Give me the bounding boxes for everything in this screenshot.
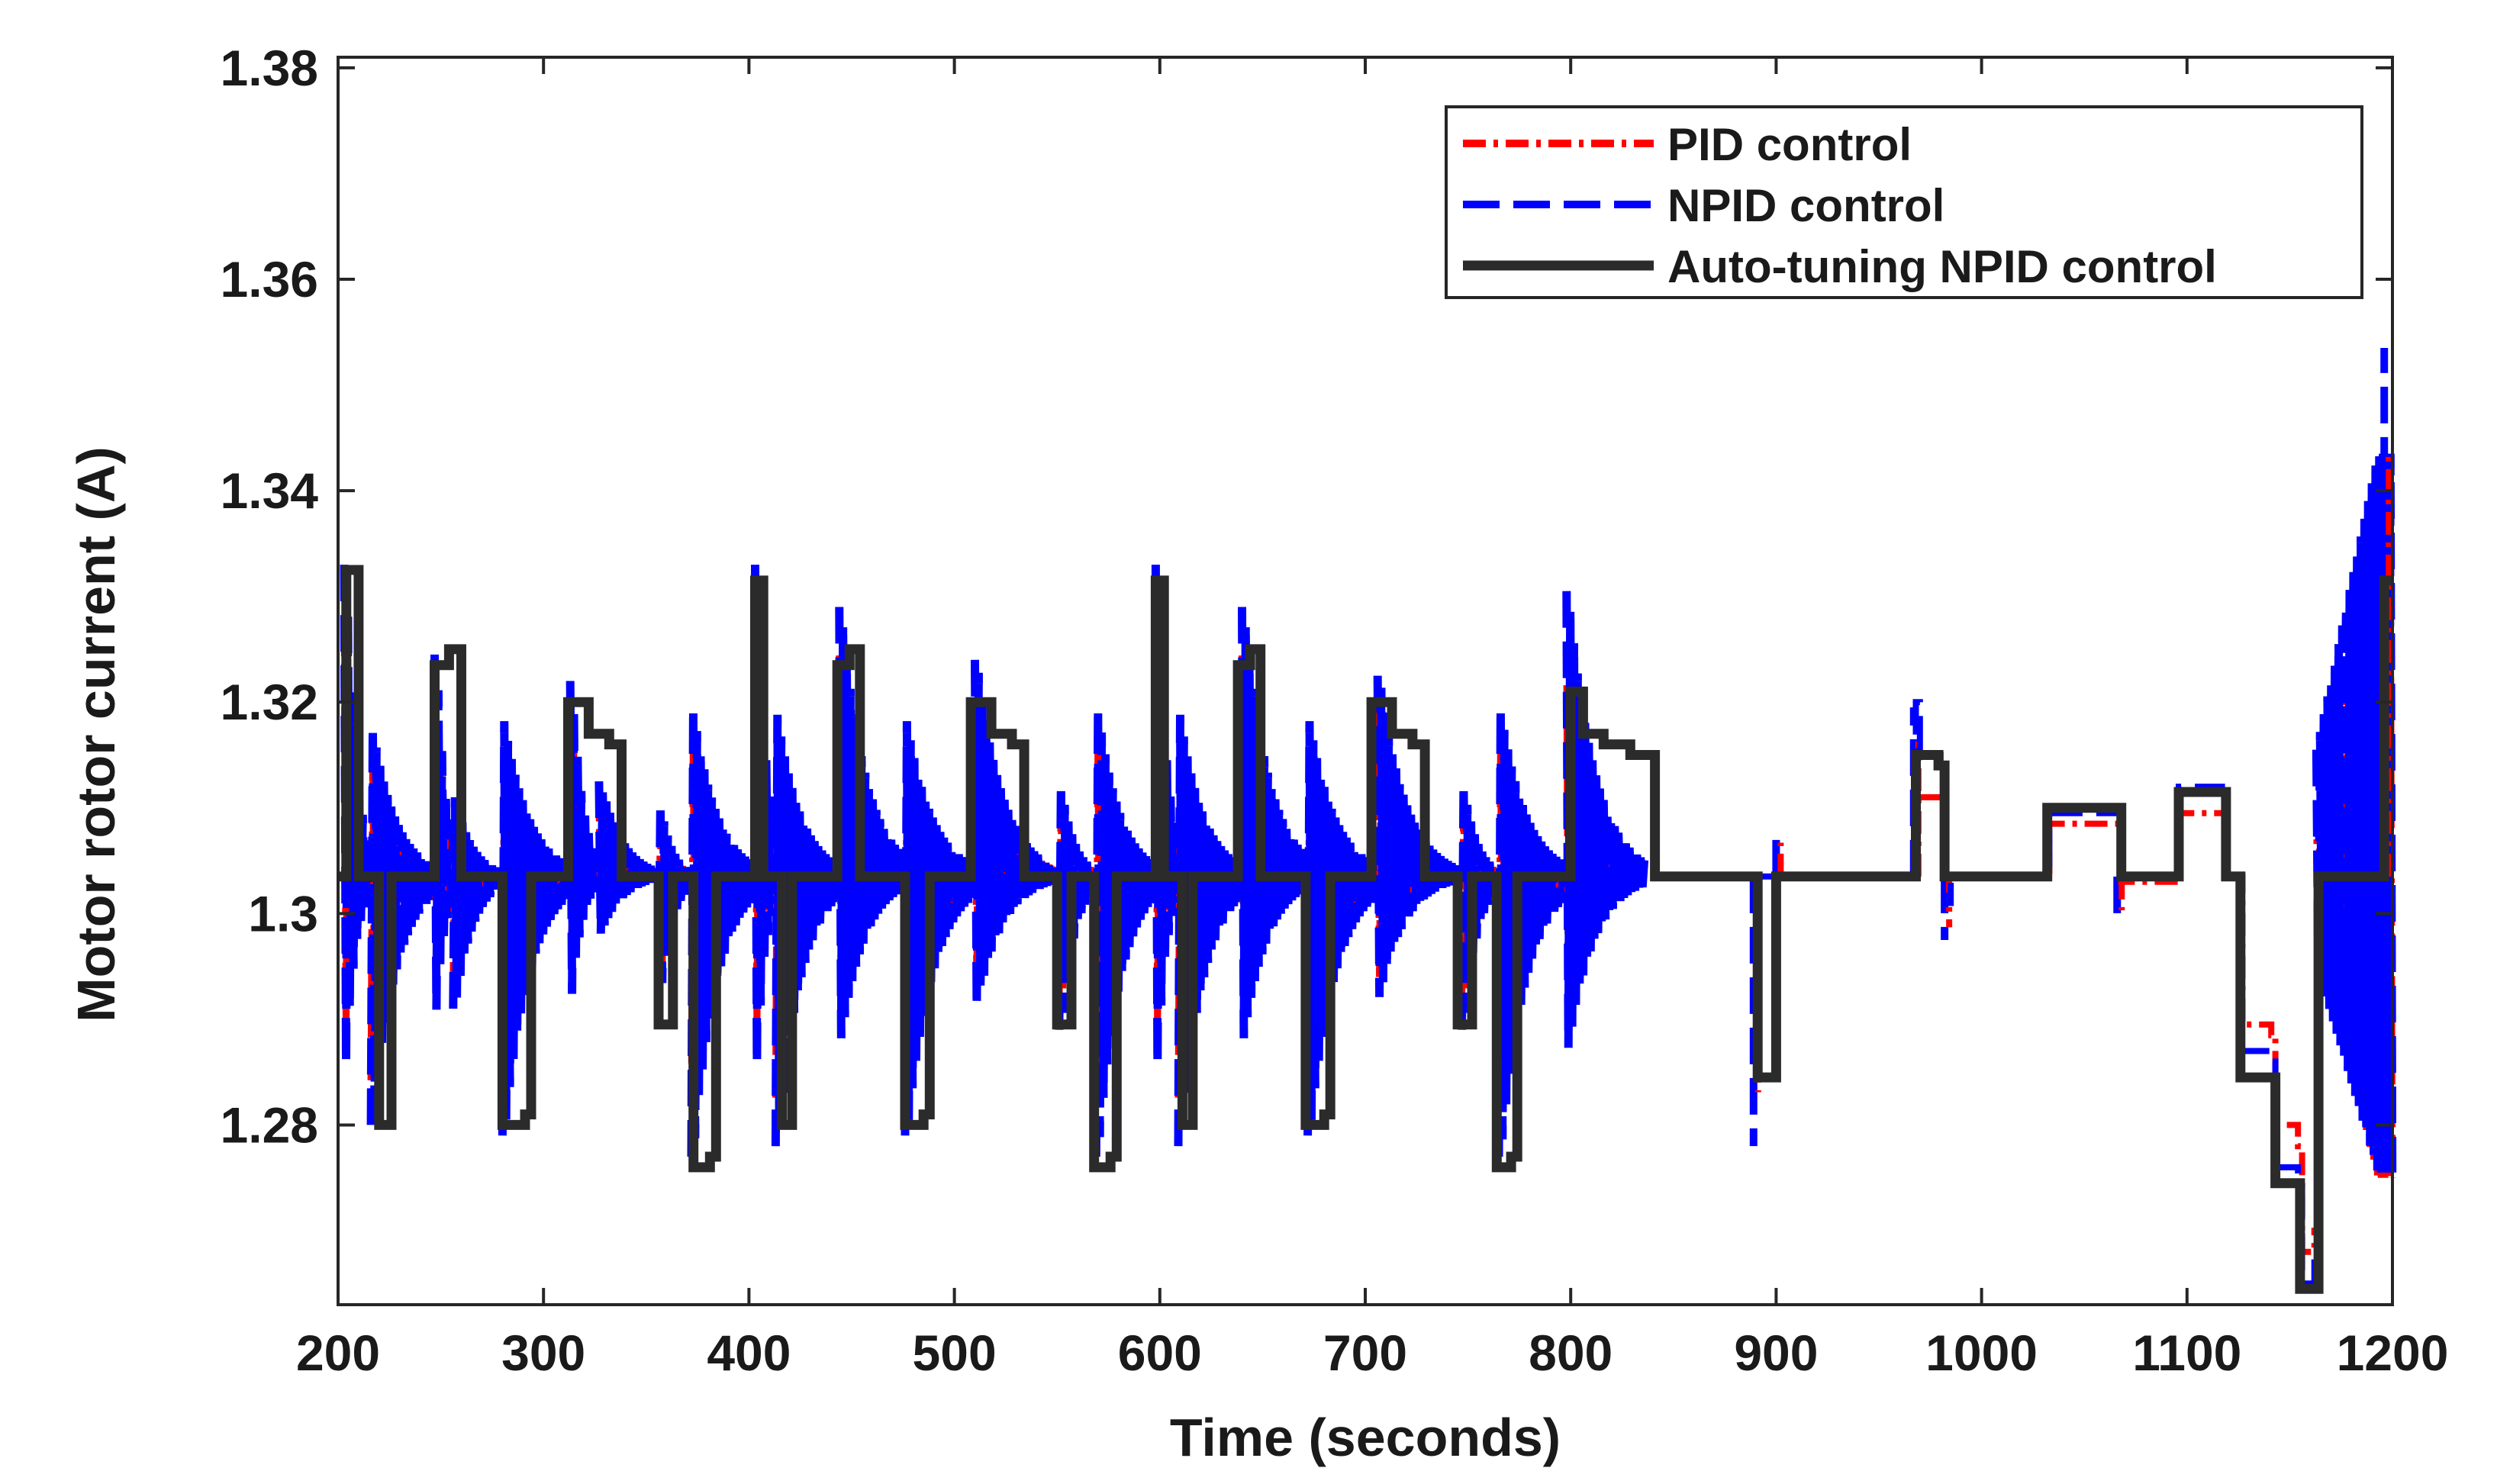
x-tick-label: 800	[1529, 1325, 1613, 1381]
axis-ticks: 200 300 400 500 600 700 800 900 1000 1100 1200 1.28…	[221, 40, 2449, 1381]
legend-label: PID control	[1667, 119, 1912, 170]
y-tick-label: 1.36	[221, 251, 318, 307]
npid-oscillation-burst	[1494, 708, 1579, 1157]
x-tick-label: 300	[501, 1325, 585, 1381]
x-tick-label: 900	[1734, 1325, 1818, 1381]
y-tick-label: 1.38	[221, 40, 318, 96]
npid-oscillation-burst	[971, 659, 1057, 1007]
y-axis-label: Motor rotor current (A)	[66, 446, 126, 1022]
npid-oscillation-burst	[1091, 708, 1168, 1157]
y-tick-label: 1.3	[248, 885, 318, 942]
x-tick-label: 1100	[2132, 1325, 2241, 1381]
legend-label: NPID control	[1667, 180, 1944, 231]
x-axis-label: Time (seconds)	[1170, 1408, 1561, 1467]
y-tick-label: 1.34	[221, 462, 319, 519]
npid-oscillation-burst	[1373, 675, 1460, 997]
x-tick-label: 1000	[1925, 1325, 2038, 1381]
x-tick-label: 1200	[2337, 1325, 2449, 1381]
x-tick-label: 500	[913, 1325, 997, 1381]
legend-label: Auto-tuning NPID control	[1667, 241, 2217, 292]
y-tick-label: 1.32	[221, 674, 318, 730]
legend: PID control NPID control Auto-tuning NPID …	[1445, 105, 2363, 299]
data-layer	[338, 348, 2397, 1294]
npid-oscillation-burst	[498, 721, 583, 1136]
x-tick-label: 200	[296, 1325, 380, 1381]
npid-oscillation-burst	[1562, 591, 1649, 1048]
x-tick-label: 400	[707, 1325, 791, 1381]
npid-oscillation-burst	[594, 781, 670, 934]
auto-tuning-npid-line	[338, 565, 2392, 1294]
npid-oscillation-burst	[687, 708, 766, 1157]
x-tick-label: 700	[1323, 1325, 1407, 1381]
y-tick-label: 1.28	[221, 1096, 318, 1153]
npid-oscillation-burst	[2312, 453, 2397, 1173]
x-tick-label: 600	[1118, 1325, 1202, 1381]
